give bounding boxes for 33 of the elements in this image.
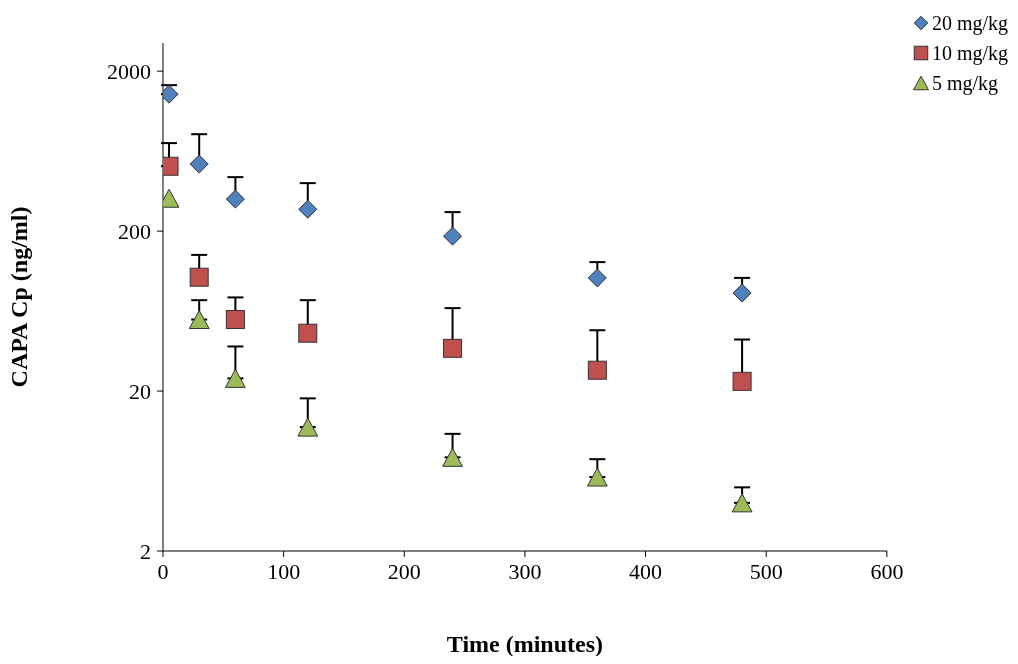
point: [189, 267, 209, 287]
point: [443, 338, 463, 358]
x-tick-label: 400: [629, 558, 663, 584]
point: [297, 417, 319, 437]
point: [188, 310, 210, 330]
x-tick-label: 100: [267, 558, 301, 584]
legend-label: 20 mg/kg: [931, 11, 1008, 37]
x-tick-label: 200: [387, 558, 421, 584]
x-tick-label: 0: [157, 558, 169, 584]
point: [298, 323, 318, 343]
point: [587, 360, 607, 380]
y-tick-label: 2000: [107, 58, 151, 84]
point: [225, 310, 245, 330]
point: [189, 154, 209, 174]
point: [586, 467, 608, 487]
x-tick-label: 300: [508, 558, 542, 584]
y-tick-label: 20: [129, 378, 151, 404]
point: [443, 226, 463, 246]
point: [225, 189, 245, 209]
point: [442, 447, 463, 467]
point: [732, 283, 752, 303]
legend-label: 5 mg/kg: [931, 71, 998, 97]
point: [587, 268, 607, 288]
point: [298, 199, 318, 219]
y-tick-label: 200: [118, 218, 151, 244]
legend-label: 10 mg/kg: [931, 41, 1008, 67]
x-tick-label: 600: [870, 558, 904, 584]
y-tick-label: 2: [140, 538, 151, 564]
point: [731, 493, 753, 513]
y-axis-title: CAPA Cp (ng/ml): [5, 206, 32, 388]
point: [732, 371, 752, 391]
point: [224, 368, 246, 388]
x-tick-label: 500: [749, 558, 783, 584]
